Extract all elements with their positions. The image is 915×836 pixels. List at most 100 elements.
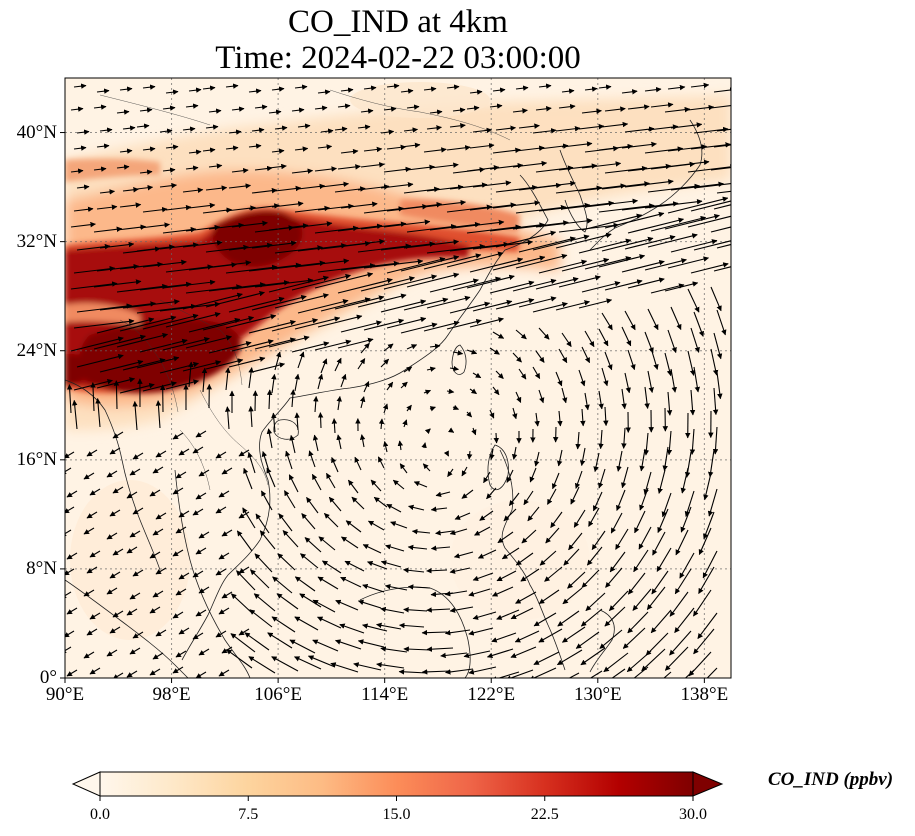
wind-arrow xyxy=(228,129,242,135)
wind-arrow xyxy=(604,351,613,371)
wind-arrow xyxy=(400,201,443,210)
wind-arrow xyxy=(259,530,276,550)
wind-arrow xyxy=(360,221,407,230)
wind-arrow xyxy=(129,592,141,600)
wind-arrow xyxy=(421,629,448,636)
wind-arrow xyxy=(707,449,715,478)
wind-arrow xyxy=(126,491,138,499)
wind-arrow xyxy=(99,301,156,311)
wind-arrow xyxy=(634,510,646,534)
wind-arrow xyxy=(198,586,210,594)
wind-arrow xyxy=(320,297,371,312)
wind-arrow xyxy=(716,190,731,194)
wind-arrow xyxy=(314,166,337,172)
wind-arrow xyxy=(598,390,604,410)
wind-arrow xyxy=(610,512,623,534)
wind-arrow xyxy=(674,607,695,634)
wind-arrow xyxy=(406,344,418,350)
wind-arrow xyxy=(466,349,478,355)
wind-arrow xyxy=(230,633,256,653)
wind-arrow xyxy=(225,314,277,329)
wind-arrow xyxy=(288,474,299,493)
wind-arrow xyxy=(400,88,414,94)
wind-arrow xyxy=(285,450,293,470)
wind-arrow xyxy=(512,278,557,292)
wind-arrow xyxy=(584,198,639,208)
wind-arrow xyxy=(326,472,336,489)
wind-arrow xyxy=(248,405,254,428)
wind-arrow xyxy=(357,358,366,370)
wind-arrow xyxy=(574,470,583,489)
wind-arrow xyxy=(477,549,497,559)
wind-arrow xyxy=(317,203,354,211)
wind-arrow xyxy=(294,656,322,670)
wind-arrow xyxy=(423,147,447,153)
wind-arrow xyxy=(228,242,273,251)
wind-arrow xyxy=(468,666,497,675)
wind-arrow xyxy=(508,492,520,506)
wind-arrow xyxy=(581,213,643,231)
wind-arrow xyxy=(584,86,598,92)
wind-arrow xyxy=(215,506,227,514)
wind-arrow xyxy=(112,610,124,618)
wind-arrow xyxy=(297,299,349,314)
wind-arrow xyxy=(274,125,288,131)
wind-arrow xyxy=(66,552,78,560)
wind-arrow xyxy=(601,367,609,387)
wind-arrow xyxy=(66,669,78,677)
wind-arrow xyxy=(195,430,207,438)
wind-arrow xyxy=(172,549,184,557)
wind-arrow xyxy=(188,149,202,155)
wind-arrow xyxy=(362,623,388,632)
wind-arrow xyxy=(424,428,431,435)
map-frame xyxy=(64,77,732,679)
wind-arrow xyxy=(588,507,600,527)
wind-arrow xyxy=(515,145,545,152)
wind-arrow xyxy=(386,381,394,391)
wind-arrow xyxy=(294,316,341,330)
wind-arrow xyxy=(627,611,649,634)
wind-arrow xyxy=(320,181,349,188)
wind-arrow xyxy=(446,84,460,90)
wind-arrow xyxy=(271,86,285,92)
wind-arrow xyxy=(380,560,402,568)
colorbar-gradient xyxy=(100,772,693,796)
wind-arrow xyxy=(328,496,342,512)
wind-arrow xyxy=(403,567,425,574)
wind-arrow xyxy=(604,106,626,112)
wind-arrow xyxy=(423,253,482,270)
wind-arrow xyxy=(556,649,583,666)
wind-arrow xyxy=(340,373,347,388)
wind-arrow xyxy=(495,230,557,248)
wind-arrow xyxy=(604,606,626,627)
wind-arrow xyxy=(647,308,659,331)
wind-arrow xyxy=(669,591,689,617)
wind-arrow xyxy=(248,367,254,389)
wind-arrow xyxy=(336,434,342,450)
wind-arrow xyxy=(112,486,124,494)
wind-arrow xyxy=(585,592,606,612)
wind-arrow xyxy=(580,408,586,427)
wind-arrow xyxy=(443,450,450,457)
wind-arrow xyxy=(330,662,359,673)
coastline-taiwan xyxy=(451,344,467,375)
wind-arrow xyxy=(555,185,603,194)
wind-arrow xyxy=(690,142,731,150)
lon-tick-label: 138°E xyxy=(680,684,729,705)
wind-arrow xyxy=(692,589,712,617)
wind-arrow xyxy=(113,380,120,410)
wind-arrow xyxy=(589,670,603,678)
wind-arrow xyxy=(605,567,623,588)
wind-arrow xyxy=(73,83,87,89)
wind-arrow xyxy=(271,318,319,332)
wind-arrow xyxy=(403,127,419,133)
wind-arrow xyxy=(501,547,520,560)
coastline-borneo xyxy=(359,586,471,678)
wind-arrow xyxy=(228,183,252,189)
wind-arrow xyxy=(268,335,310,348)
wind-arrow xyxy=(218,607,230,615)
wind-arrow xyxy=(558,103,576,110)
wind-arrow xyxy=(622,627,646,649)
wind-arrow xyxy=(511,446,518,460)
wind-arrow xyxy=(66,490,78,498)
